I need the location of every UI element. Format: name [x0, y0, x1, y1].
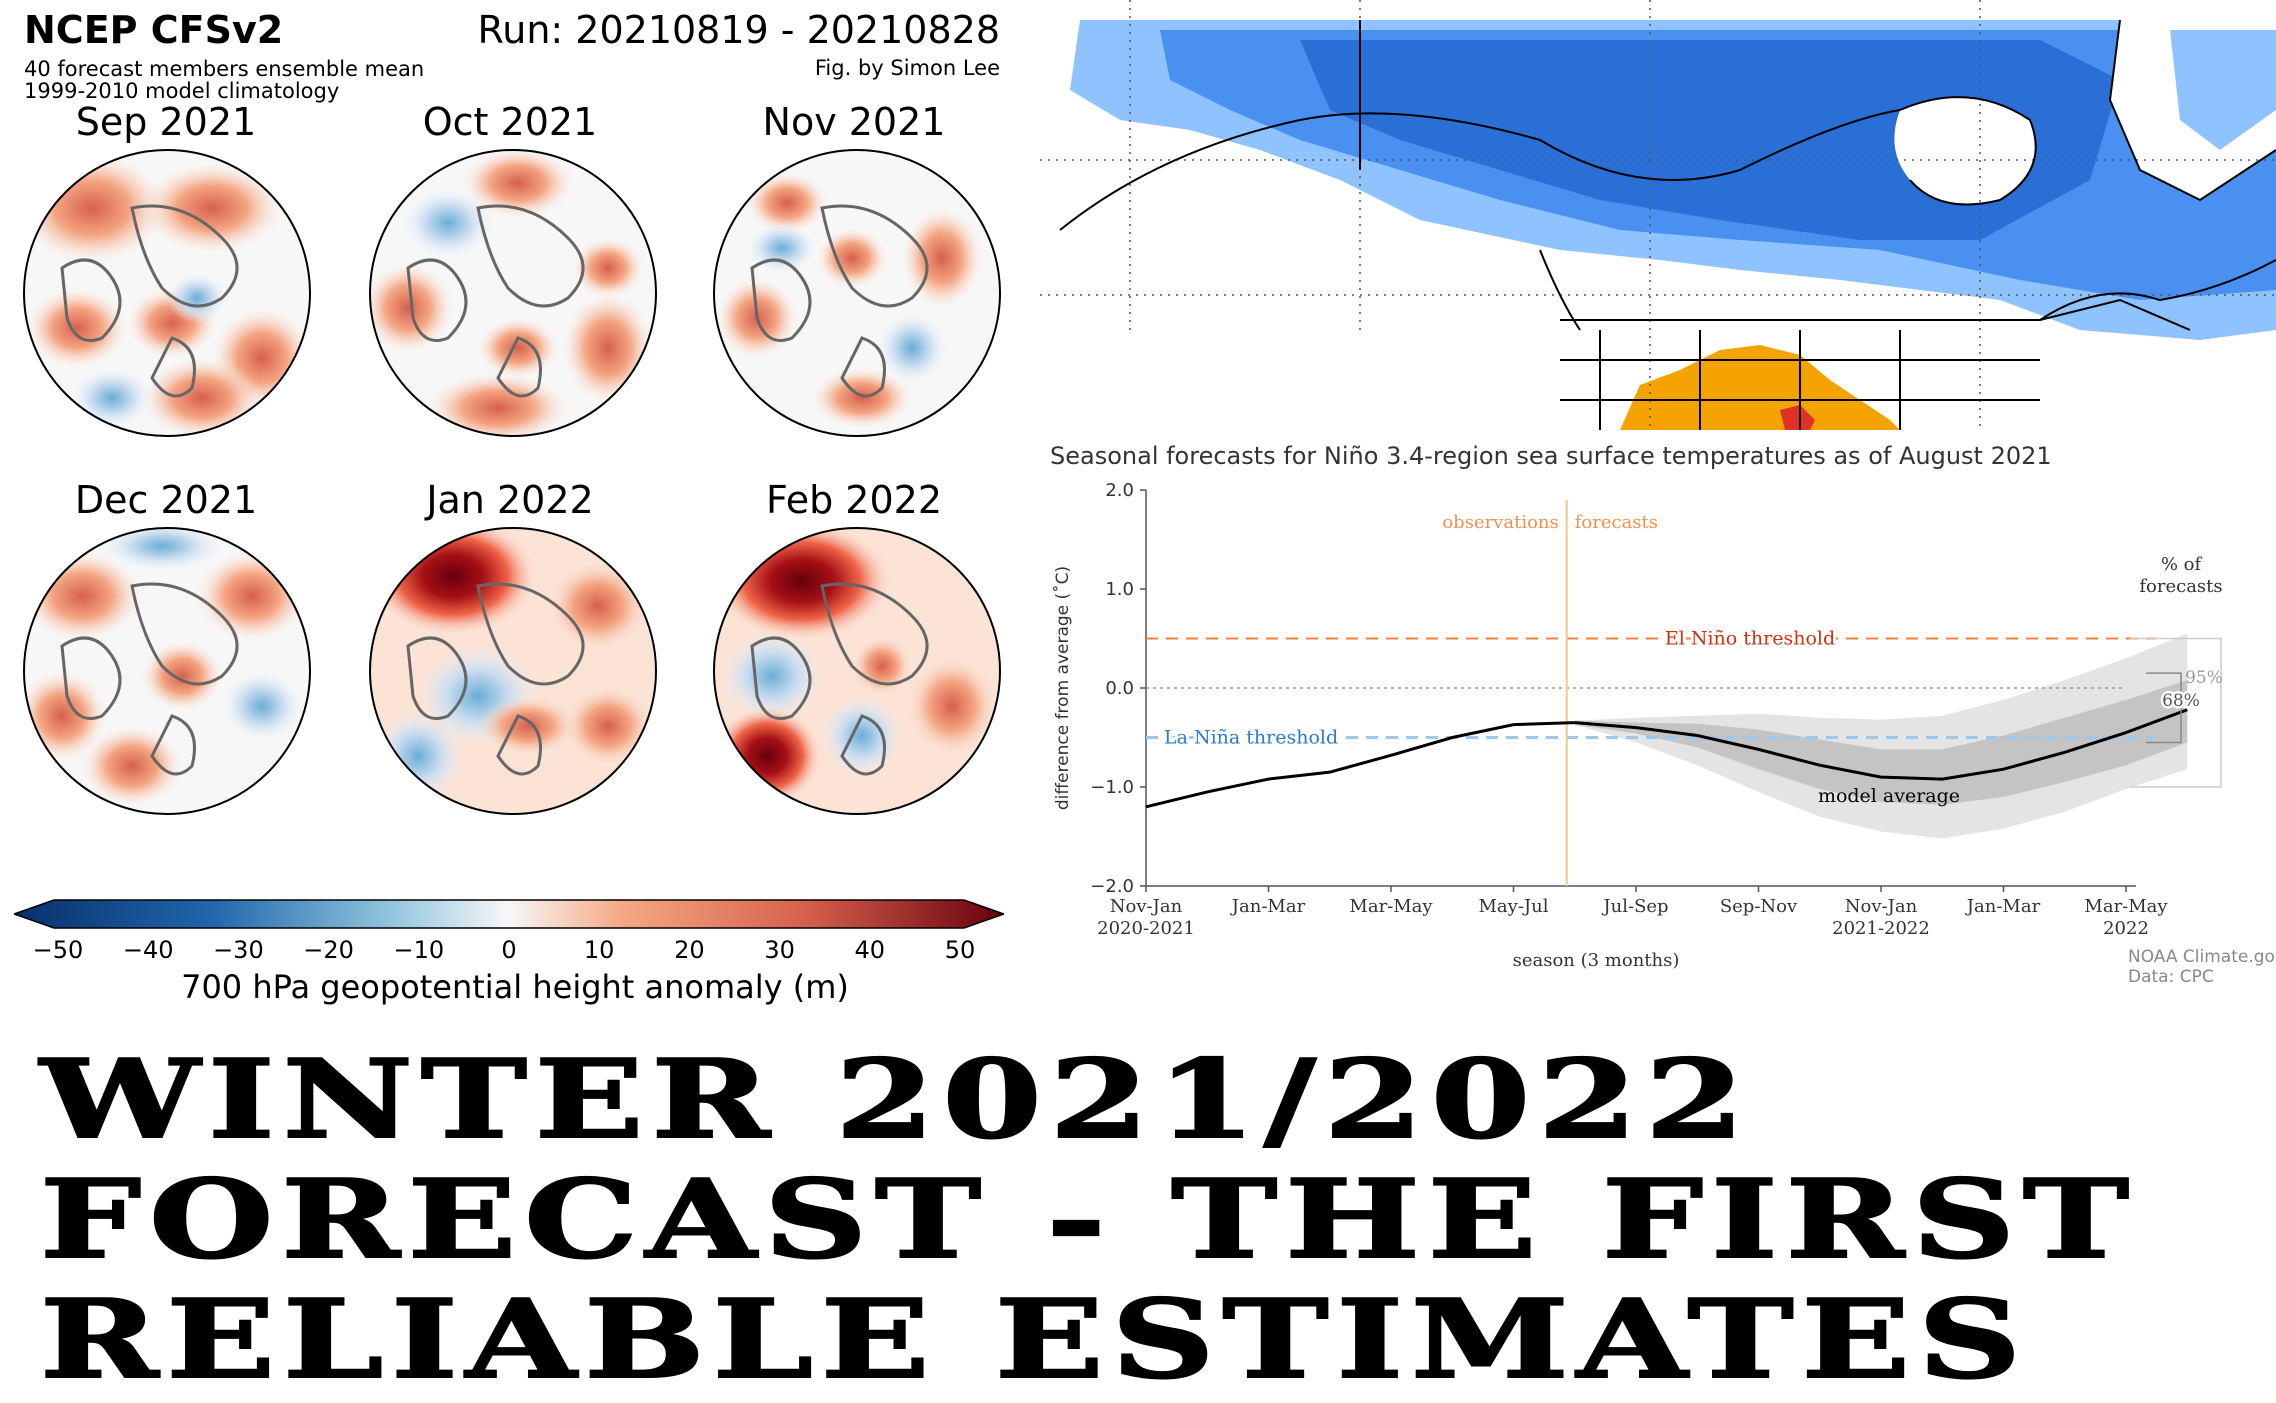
nino34-forecast-chart: Seasonal forecasts for Niño 3.4-region s… [1040, 438, 2276, 1018]
temperature-outlook-map [1040, 0, 2276, 430]
nino-chart-title: Seasonal forecasts for Niño 3.4-region s… [1050, 442, 2052, 470]
colorbar-tick-label: 10 [583, 936, 615, 964]
x-tick-label: Nov-Jan [1845, 896, 1918, 917]
forecasts-label: forecasts [1575, 512, 1658, 533]
observations-line [1145, 721, 1575, 809]
y-tick-label: 1.0 [1105, 579, 1134, 600]
month-title: Oct 2021 [422, 100, 598, 144]
month-title: Jan 2022 [426, 478, 594, 522]
headline-line-1: WINTER 2021/2022 [39, 1037, 1753, 1163]
colorbar-tick-label: −50 [32, 936, 84, 964]
x-tick-label: Nov-Jan [1110, 896, 1183, 917]
month-title: Dec 2021 [74, 478, 258, 522]
y-tick-label: −2.0 [1090, 876, 1134, 897]
globe-nov-2021 [713, 149, 1001, 437]
band-68 [1574, 680, 2188, 805]
cfs-run-dates: Run: 20210819 - 20210828 [477, 8, 1000, 52]
globe-sep-2021 [23, 149, 311, 437]
headline-line-2: FORECAST - THE FIRST [39, 1157, 2137, 1283]
cfs-credit: Fig. by Simon Lee [814, 56, 1000, 80]
pct-95-label: 95% [2185, 668, 2223, 688]
chart-credit: NOAA Climate.gov [2128, 947, 2276, 967]
globe-oct-2021 [369, 149, 657, 437]
pct-label: % of [2161, 554, 2203, 575]
y-axis-label: difference from average (˚C) [1052, 566, 1073, 810]
colorbar-tick-label: 50 [944, 936, 976, 964]
month-title: Nov 2021 [762, 100, 946, 144]
globe-jan-2022 [369, 527, 657, 815]
cfs-subtitle-members: 40 forecast members ensemble mean [24, 57, 425, 81]
month-title: Feb 2022 [765, 478, 943, 522]
observations-label: observations [1442, 512, 1558, 533]
colorbar-tick-label: −30 [213, 936, 264, 964]
colorbar-tick-label: 40 [854, 936, 886, 964]
pct-95-bracket [2130, 637, 2222, 788]
x-axis-label: season (3 months) [1513, 950, 1680, 971]
pct-68-bracket [2146, 672, 2182, 744]
colorbar-tick-label: −10 [393, 936, 445, 964]
pct-68-label: 68% [2162, 691, 2200, 711]
headline-line-3: RELIABLE ESTIMATES [39, 1277, 2029, 1403]
y-tick-label: −1.0 [1090, 777, 1134, 798]
globe-dec-2021 [23, 527, 311, 815]
month-title: Sep 2021 [75, 100, 257, 144]
nino-chart-svg: 2.0 1.0 0.0 −1.0 −2.0 difference from average… [1052, 480, 2276, 987]
x-tick-label: Jul-Sep [1601, 896, 1668, 917]
colorbar [14, 899, 1004, 929]
cfs-subtitle-climatology: 1999-2010 model climatology [24, 79, 340, 103]
x-tick-label: Mar-May [1349, 896, 1433, 917]
model-average-label: model average [1818, 785, 1960, 807]
la-nina-threshold-label: La Niña threshold [1164, 727, 1338, 749]
el-nino-threshold-label: El Niño threshold [1665, 628, 1835, 650]
globe-feb-2022 [713, 527, 1001, 815]
chart-data-source: Data: CPC [2128, 967, 2214, 987]
cfs-forecast-panel: NCEP CFSv2 Run: 20210819 - 20210828 40 f… [0, 0, 1030, 1030]
y-tick-label: 2.0 [1105, 480, 1134, 501]
cfs-title: NCEP CFSv2 [24, 8, 284, 52]
x-tick-label: Jan-Mar [1965, 896, 2041, 917]
x-tick-label: Jan-Mar [1230, 896, 1306, 917]
x-tick-label-year: 2020-2021 [1097, 918, 1195, 939]
pct-forecasts-label: forecasts [2139, 576, 2222, 597]
model-average-line [1574, 708, 2188, 781]
colorbar-label: 700 hPa geopotential height anomaly (m) [181, 968, 849, 1006]
y-tick-label: 0.0 [1105, 678, 1134, 699]
x-tick-label: Mar-May [2084, 896, 2168, 917]
colorbar-tick-label: −40 [122, 936, 174, 964]
colorbar-tick-label: 30 [764, 936, 795, 964]
x-tick-label-year: 2021-2022 [1832, 918, 1930, 939]
x-tick-label: Sep-Nov [1720, 896, 1798, 917]
colorbar-tick-label: 0 [501, 936, 517, 964]
colorbar-tick-label: 20 [674, 936, 705, 964]
x-tick-label-year: 2022 [2103, 918, 2149, 939]
colorbar-tick-label: −20 [303, 936, 354, 964]
headline: WINTER 2021/2022 FORECAST - THE FIRST RE… [39, 1039, 2240, 1401]
x-tick-label: May-Jul [1479, 896, 1549, 917]
